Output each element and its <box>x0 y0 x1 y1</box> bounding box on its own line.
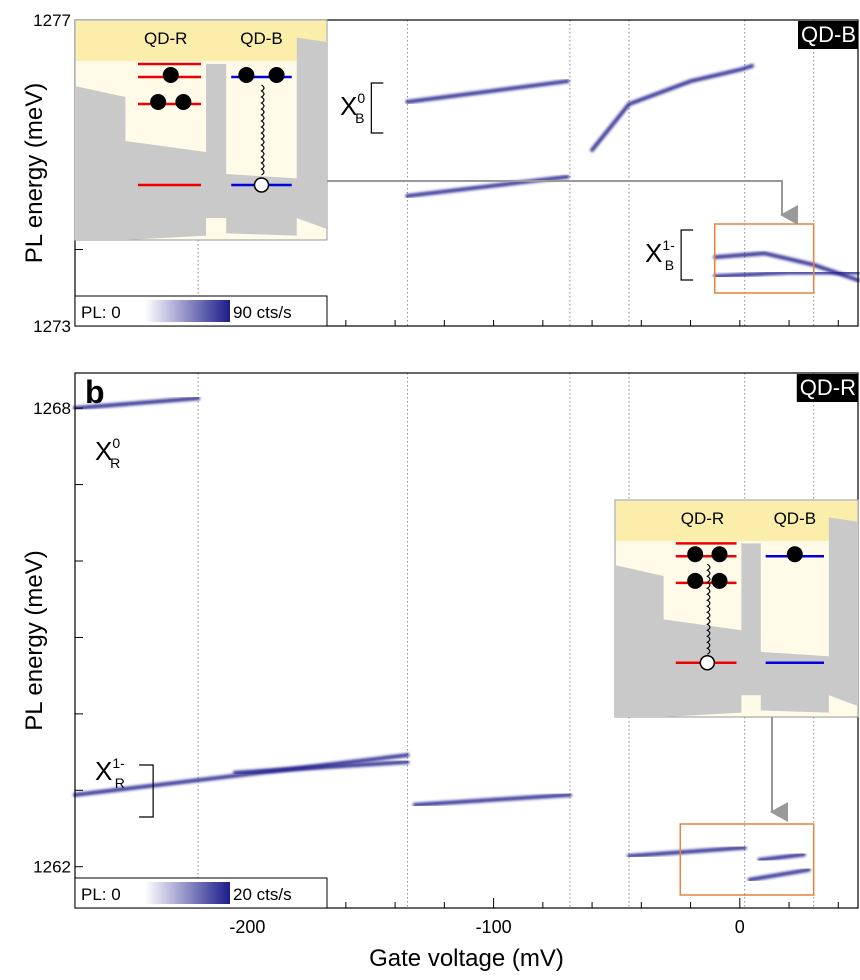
bracket <box>139 764 154 818</box>
pl-trace <box>412 792 572 807</box>
electron <box>687 572 704 589</box>
pl-trace <box>747 867 811 882</box>
panel-letter: b <box>85 374 105 410</box>
electron <box>711 572 728 589</box>
highlight-box <box>713 223 815 294</box>
y-tick-label: 1277 <box>33 11 71 30</box>
label-base: X <box>645 238 662 268</box>
electron <box>268 67 285 83</box>
y-tick-label: 1262 <box>33 858 71 877</box>
label-base: X <box>340 91 357 121</box>
barrier <box>615 517 858 717</box>
electron <box>786 546 803 563</box>
electron <box>711 546 728 563</box>
x-tick-label: -200 <box>229 917 265 937</box>
label-sub: R <box>110 455 120 471</box>
label-sup: 0 <box>112 435 120 451</box>
pl-trace <box>233 760 410 775</box>
hole <box>253 177 270 193</box>
pl-trace <box>713 251 860 283</box>
electron <box>238 67 255 83</box>
inset: QD-R QD-B <box>74 19 328 241</box>
bracket <box>370 82 384 134</box>
pl-trace <box>405 79 570 104</box>
x-axis-label: Gate voltage (mV) <box>369 945 564 972</box>
highlight-box <box>679 823 815 896</box>
x-tick-label: 0 <box>735 917 745 937</box>
pl-trace <box>757 852 806 862</box>
panel-tag: QD-B <box>801 22 856 47</box>
exciton-label: X1- R <box>95 755 125 791</box>
inset-band <box>76 21 326 61</box>
electron <box>687 546 704 563</box>
colorbar-min: PL: 0 <box>81 303 121 322</box>
photon <box>706 563 711 655</box>
colorbar <box>145 300 230 322</box>
y-axis-label: PL energy (meV) <box>21 83 48 264</box>
pl-trace <box>73 753 410 797</box>
electron <box>175 94 192 110</box>
exciton-label: X0 R <box>95 435 120 471</box>
inset-label-right: QD-B <box>240 29 282 48</box>
label-sup: 1- <box>112 755 125 771</box>
colorbar <box>145 882 230 904</box>
y-tick-label: 1273 <box>33 317 71 336</box>
inset-label-right: QD-B <box>774 509 817 528</box>
pl-trace <box>590 63 755 153</box>
pl-trace <box>627 845 747 859</box>
colorbar-max: 90 cts/s <box>233 303 292 322</box>
exciton-label: X0 B <box>340 90 365 126</box>
pl-trace <box>73 396 201 411</box>
inset-label-left: QD-R <box>681 509 724 528</box>
colorbar-max: 20 cts/s <box>233 885 292 904</box>
inset-band <box>616 501 857 541</box>
x-tick-label: -100 <box>476 917 512 937</box>
inset: QD-R QD-B <box>614 499 859 718</box>
label-sup: 1- <box>662 237 675 253</box>
label-sub: B <box>665 257 674 273</box>
bracket <box>680 229 694 281</box>
photon <box>260 84 265 176</box>
label-sub: R <box>115 775 125 791</box>
inset-label-left: QD-R <box>144 29 187 48</box>
electron <box>162 67 179 83</box>
label-base: X <box>95 756 112 786</box>
y-tick-label: 1268 <box>33 399 71 418</box>
hole <box>699 655 716 671</box>
exciton-label: X1- B <box>645 237 675 273</box>
label-base: X <box>95 436 112 466</box>
label-sup: 0 <box>357 90 365 106</box>
tag-bg <box>798 21 858 49</box>
colorbar-min: PL: 0 <box>81 885 121 904</box>
label-sub: B <box>355 110 364 126</box>
tag-bg <box>796 374 858 402</box>
y-axis-label: PL energy (meV) <box>21 550 48 731</box>
electron <box>150 94 167 110</box>
arrow <box>327 180 798 225</box>
panel-tag: QD-R <box>800 375 856 400</box>
